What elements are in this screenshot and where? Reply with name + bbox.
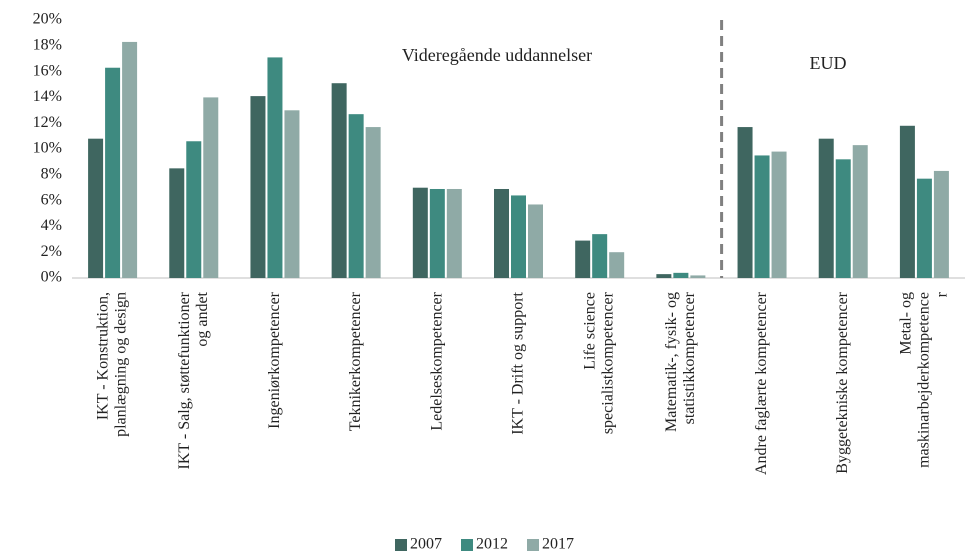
x-tick-label: IKT - Salg, støttefunktionerog andet: [175, 291, 210, 469]
bar: [412, 187, 428, 278]
bar: [105, 67, 121, 278]
y-tick-label: 4%: [41, 217, 62, 234]
y-tick-label: 16%: [33, 62, 62, 79]
bar: [284, 110, 300, 278]
bar: [429, 188, 445, 278]
x-tick-label: Byggetekniske kompetencer: [834, 291, 851, 473]
bar: [575, 240, 591, 278]
bar: [609, 252, 625, 278]
y-tick-label: 12%: [33, 114, 62, 131]
bar: [250, 96, 266, 278]
bar: [494, 188, 509, 278]
y-tick-label: 20%: [33, 11, 62, 28]
y-tick-label: 14%: [33, 88, 62, 105]
annotation: EUD: [810, 53, 847, 73]
y-tick-label: 10%: [33, 140, 62, 157]
legend-label: 2012: [476, 536, 508, 553]
bar: [737, 127, 753, 278]
bar: [656, 274, 672, 278]
x-tick-label: Andre faglærte kompetencer: [753, 291, 770, 475]
y-tick-label: 18%: [33, 36, 62, 53]
bar: [673, 272, 689, 278]
x-tick-label: IKT - Drift og support: [509, 291, 526, 434]
bar: [331, 83, 347, 279]
x-tick-label: Matematik-, fysik- ogstatistikkompetence…: [663, 291, 698, 432]
annotation: Videregående uddannelser: [402, 45, 592, 65]
x-tick-label: Ledelseskompetencer: [428, 291, 445, 430]
bar: [186, 141, 202, 278]
bar: [511, 195, 526, 278]
bar: [267, 57, 283, 278]
legend-swatch: [395, 539, 407, 551]
x-tick-label: Ingeniørkompetencer: [266, 291, 283, 429]
y-tick-label: 8%: [41, 165, 62, 182]
bar: [88, 138, 104, 278]
legend-label: 2017: [542, 536, 574, 553]
legend-label: 2007: [410, 536, 442, 553]
y-tick-label: 2%: [41, 243, 62, 260]
y-tick-label: 0%: [41, 269, 62, 286]
bar: [933, 170, 949, 278]
x-tick-label: Life sciencespecialistkompetencer: [581, 291, 616, 434]
bar: [771, 151, 787, 278]
legend-swatch: [461, 539, 473, 551]
bar: [169, 168, 185, 278]
legend-swatch: [527, 539, 539, 551]
bar: [122, 41, 138, 279]
bar: [818, 138, 834, 278]
bar: [203, 97, 219, 279]
x-tick-label: IKT - Konstruktion,planlægning og design: [94, 292, 129, 437]
bar: [446, 188, 462, 278]
bar: [365, 127, 381, 278]
bar: [690, 275, 706, 278]
x-tick-label: Teknikerkompetencer: [347, 291, 364, 431]
bar: [754, 155, 770, 278]
x-tick-label: Metal- ogmaskinarbejderkompetencer: [897, 291, 950, 468]
bar: [528, 204, 543, 278]
bar: [835, 159, 851, 278]
bar: [348, 114, 364, 278]
bar: [899, 125, 915, 278]
bar: [592, 234, 608, 278]
y-tick-label: 6%: [41, 191, 62, 208]
bar: [916, 178, 932, 278]
bar: [852, 145, 868, 278]
